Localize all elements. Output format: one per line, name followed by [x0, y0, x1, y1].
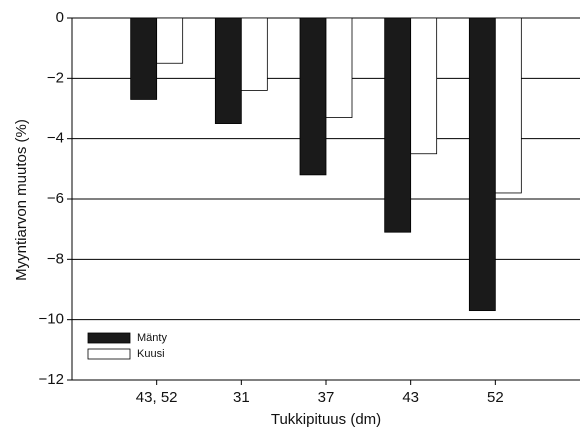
legend-label: Mänty [137, 332, 167, 344]
bar [494, 17, 522, 194]
y-tick-label: −12 [39, 371, 64, 388]
x-tick-label: 31 [233, 389, 250, 406]
y-tick-label: −10 [39, 311, 64, 328]
bar [240, 17, 268, 91]
x-tick-label: 52 [487, 389, 504, 406]
bar [130, 17, 158, 100]
legend-swatch [87, 348, 131, 360]
y-axis-label: Myyntiarvon muutos (%) [13, 119, 30, 281]
y-tick-label: −8 [47, 250, 64, 267]
bar [410, 17, 438, 155]
y-tick-label: −4 [47, 130, 64, 147]
y-tick-label: 0 [56, 9, 64, 26]
y-tick-label: −2 [47, 69, 64, 86]
bar [156, 17, 184, 64]
x-tick-label: 43, 52 [136, 389, 178, 406]
bar [299, 17, 327, 176]
bar [214, 17, 242, 124]
bar [325, 17, 353, 118]
x-axis-label: Tukkipituus (dm) [271, 411, 381, 428]
legend-label: Kuusi [137, 348, 165, 360]
bar [468, 17, 496, 312]
y-tick-label: −6 [47, 190, 64, 207]
x-tick-label: 43 [402, 389, 419, 406]
x-tick-label: 37 [318, 389, 335, 406]
bar [384, 17, 412, 233]
legend-swatch [87, 332, 131, 344]
